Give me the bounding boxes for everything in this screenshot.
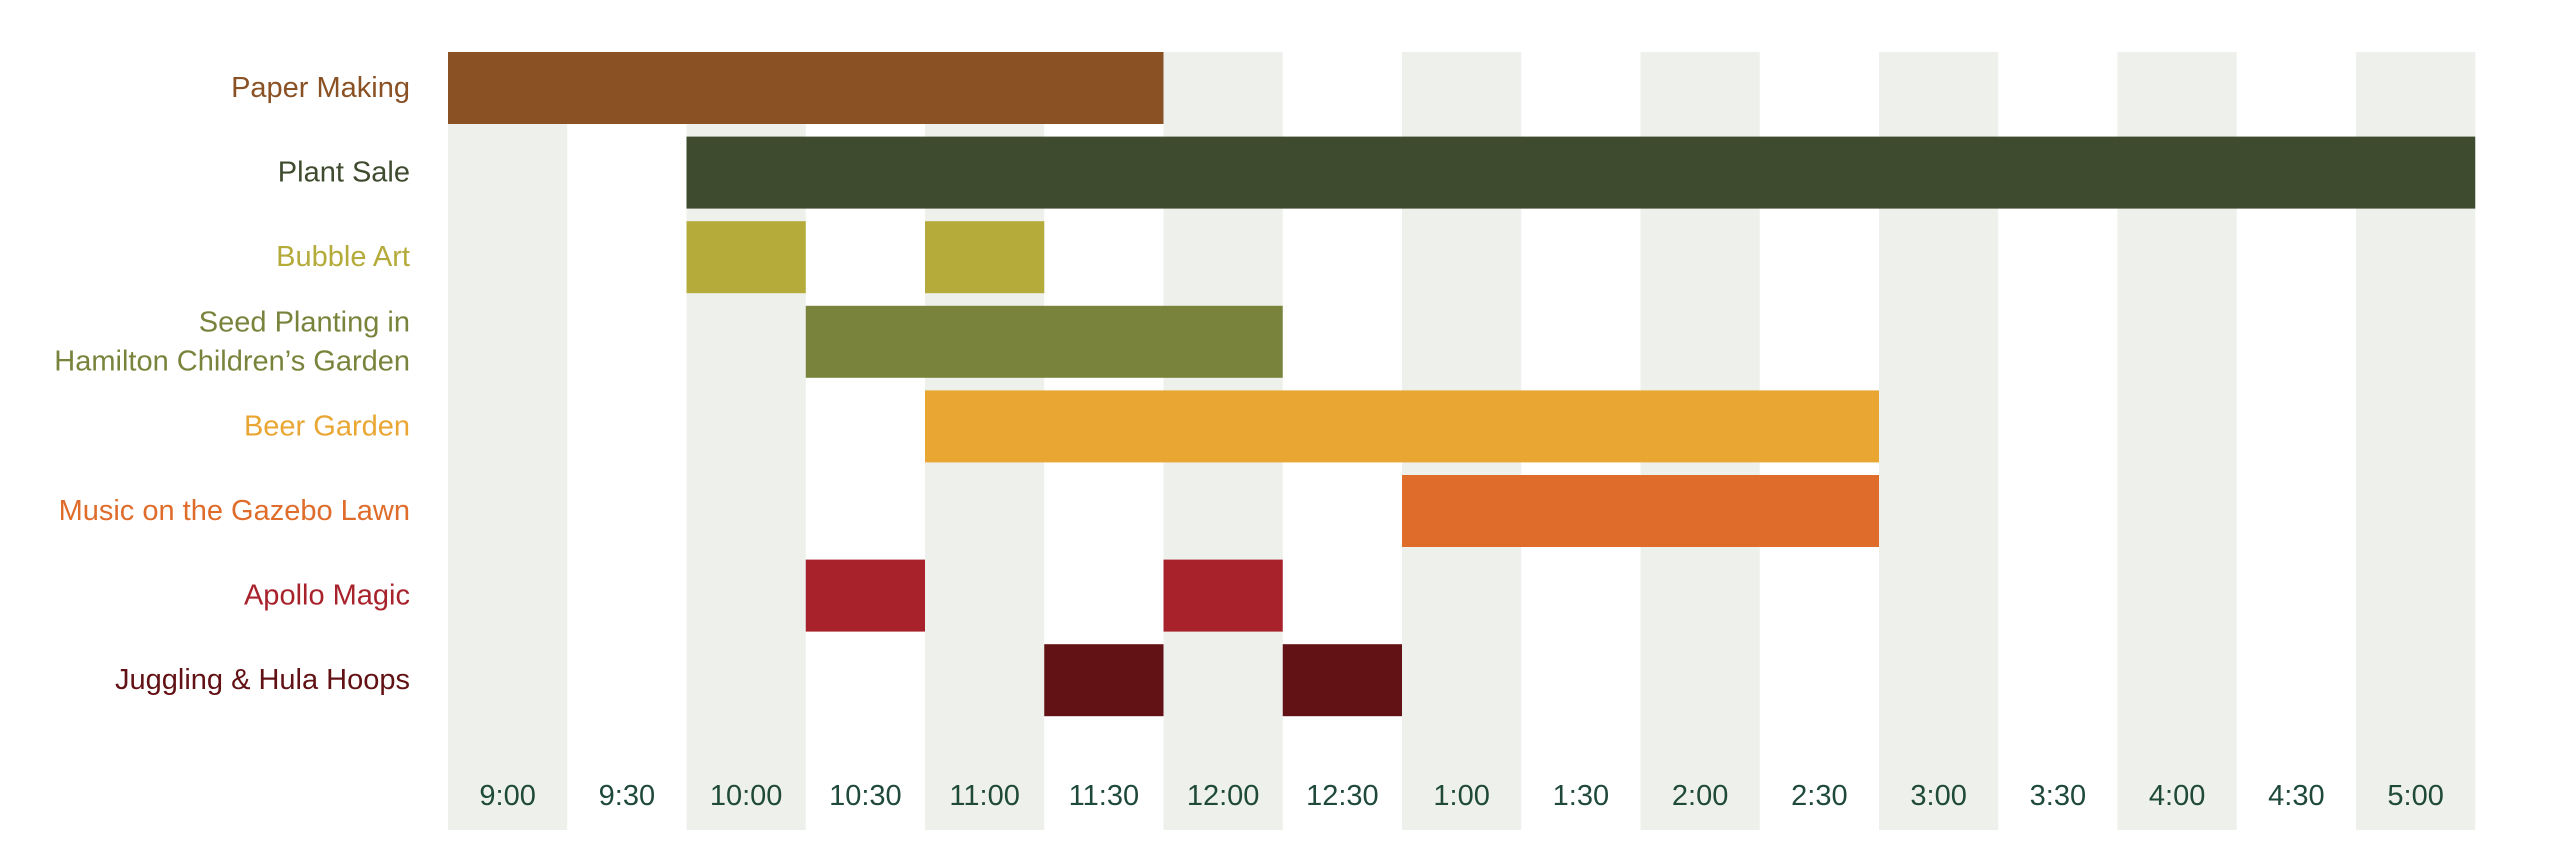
activity-label: Bubble Art [276,241,410,273]
time-tick-label: 4:30 [2268,780,2324,812]
activity-bar [1402,475,1879,547]
activity-bar [925,221,1045,294]
activity-bar [925,390,1879,463]
activity-label: Beer Garden [244,410,410,442]
time-tick-label: 9:00 [479,780,535,812]
time-tick-label: 5:00 [2387,780,2443,812]
activity-label: Plant Sale [278,157,410,189]
column-shade [448,52,568,830]
activity-labels: Paper Making Plant Sale Bubble Art Seed Pla… [54,72,410,696]
time-tick-label: 2:30 [1791,780,1847,812]
time-tick-label: 1:30 [1553,780,1609,812]
activity-label: Paper Making [231,72,410,104]
time-tick-label: 4:00 [2149,780,2205,812]
activity-label: Hamilton Children’s Garden [54,345,410,377]
time-tick-label: 12:00 [1187,780,1260,812]
activity-bar [1282,644,1402,717]
activity-label: Juggling & Hula Hoops [115,664,410,696]
time-tick-label: 10:00 [710,780,783,812]
time-tick-label: 2:00 [1672,780,1728,812]
activity-bar [686,221,806,294]
activity-bar [1163,559,1283,632]
activity-label: Apollo Magic [244,580,410,612]
time-tick-label: 12:30 [1306,780,1379,812]
activity-bars [448,52,2476,717]
time-axis: 9:00 9:30 10:00 10:30 11:00 11:30 12:00 12:30 1:… [479,780,2443,812]
activity-bar [686,136,2476,209]
activity-bar [1044,644,1164,717]
time-tick-label: 1:00 [1433,780,1489,812]
time-tick-label: 3:30 [2030,780,2086,812]
activity-label: Seed Planting in [199,306,410,338]
time-tick-label: 11:00 [949,780,1019,812]
activity-bar [805,305,1283,378]
time-tick-label: 9:30 [599,780,655,812]
activity-label: Music on the Gazebo Lawn [59,495,410,527]
time-tick-label: 11:30 [1069,780,1139,812]
time-tick-label: 3:00 [1910,780,1966,812]
activity-bar [805,559,925,632]
time-tick-label: 10:30 [829,780,902,812]
activity-bar [448,52,1164,124]
